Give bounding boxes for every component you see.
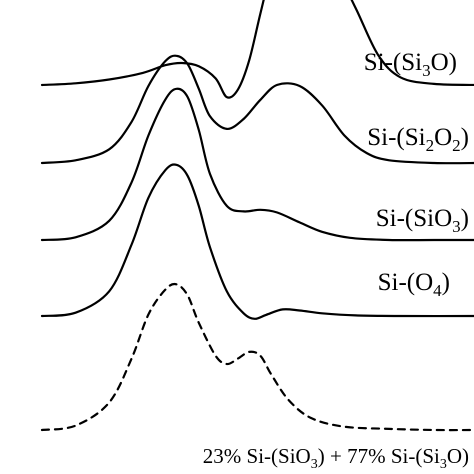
curves-layer [40, 0, 474, 432]
fit-caption: 23% Si-(SiO3) + 77% Si-(Si3O) [203, 444, 469, 472]
series-curve-1 [40, 54, 474, 165]
series-label-si2o2: Si-(Si2O2) [367, 124, 469, 155]
series-label-o4: Si-(O4) [378, 269, 450, 300]
series-label-si3o: Si-(Si3O) [364, 49, 457, 80]
series-curve-2 [40, 87, 474, 242]
series-curve-0 [40, 0, 474, 99]
series-curve-3 [40, 163, 474, 320]
series-curve-4 [40, 282, 474, 432]
series-label-sio3: Si-(SiO3) [376, 205, 469, 236]
